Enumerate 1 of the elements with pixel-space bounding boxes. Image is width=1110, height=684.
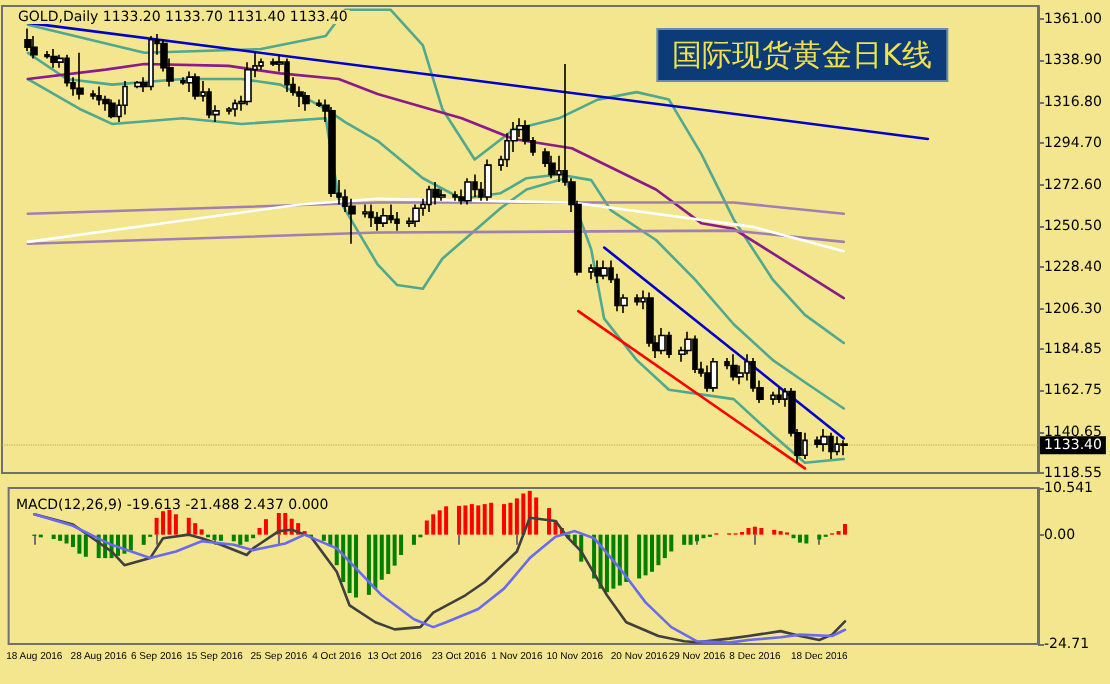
text: 国际现货黄金日K线 (672, 37, 933, 73)
